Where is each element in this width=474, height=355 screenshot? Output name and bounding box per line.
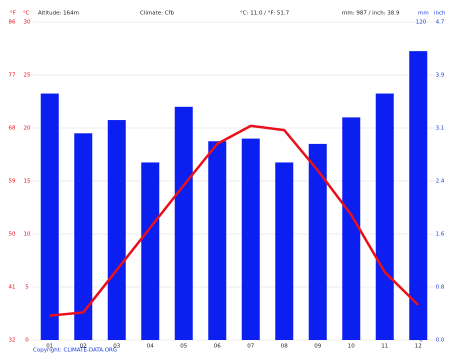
climate: Climate: Cfb xyxy=(140,11,175,17)
f-tick-label: 77 xyxy=(9,73,16,79)
c-tick-label: 15 xyxy=(24,179,31,185)
x-tick-label: 10 xyxy=(348,344,355,350)
x-tick-label: 08 xyxy=(281,344,288,350)
bar xyxy=(308,143,327,340)
bar xyxy=(174,106,193,340)
f-tick-label: 59 xyxy=(9,179,16,185)
f-tick-label: 86 xyxy=(9,20,16,26)
inch-tick-label: 0.0 xyxy=(436,338,445,344)
inch-tick-label: 4.7 xyxy=(436,20,445,26)
temperature-summary: °C: 11.0 / °F: 51.7 xyxy=(240,11,290,17)
bar xyxy=(141,162,160,340)
mm-tick-label: 120 xyxy=(416,20,427,26)
x-tick-label: 01 xyxy=(46,344,53,350)
f-tick-label: 68 xyxy=(9,126,16,132)
inch-tick-label: 1.6 xyxy=(436,231,445,237)
x-tick-label: 05 xyxy=(180,344,187,350)
c-tick-label: 25 xyxy=(24,73,31,79)
inch-tick-label: 0.8 xyxy=(436,285,445,291)
inch-tick-label: 2.4 xyxy=(436,179,445,185)
bar xyxy=(342,117,361,341)
precipitation-summary: mm: 987 / inch: 38.9 xyxy=(342,11,400,17)
bar xyxy=(208,141,227,340)
x-tick-label: 11 xyxy=(381,344,388,350)
c-unit: °C xyxy=(23,11,30,17)
bar xyxy=(409,51,428,341)
mm-tick-label: 0 xyxy=(419,338,423,344)
f-tick-label: 32 xyxy=(9,338,16,344)
bar xyxy=(40,93,59,340)
temperature-line xyxy=(49,124,420,317)
bar xyxy=(375,93,394,340)
x-tick-label: 07 xyxy=(247,344,254,350)
bar xyxy=(74,133,93,340)
c-tick-label: 10 xyxy=(24,232,31,238)
x-tick-label: 09 xyxy=(314,344,321,350)
copyright: Copyright: CLIMATE-DATA.ORG xyxy=(33,348,117,354)
inch-unit: inch xyxy=(434,11,446,17)
x-tick-label: 12 xyxy=(415,344,422,350)
x-tick-label: 06 xyxy=(214,344,221,350)
mm-unit: mm xyxy=(418,11,429,17)
f-tick-label: 41 xyxy=(9,285,16,291)
x-tick-label: 04 xyxy=(147,344,154,350)
x-tick-label: 02 xyxy=(80,344,87,350)
c-tick-label: 5 xyxy=(25,285,29,291)
bar xyxy=(107,120,126,340)
inch-tick-label: 3.9 xyxy=(436,72,445,78)
c-tick-label: 30 xyxy=(24,20,31,26)
bar xyxy=(275,162,294,340)
c-tick-label: 20 xyxy=(24,126,31,132)
f-tick-label: 50 xyxy=(9,232,16,238)
x-tick-label: 03 xyxy=(113,344,120,350)
c-tick-label: 0 xyxy=(25,338,29,344)
f-unit: °F xyxy=(10,11,16,17)
inch-tick-label: 3.1 xyxy=(436,125,445,131)
bar xyxy=(241,138,260,340)
altitude: Altitude: 164m xyxy=(38,11,79,17)
